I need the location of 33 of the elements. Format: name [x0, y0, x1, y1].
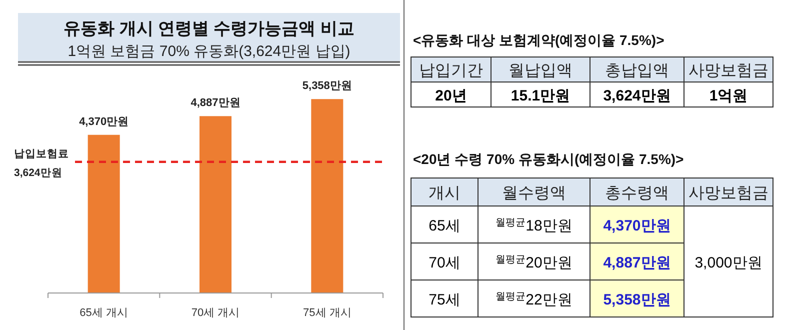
- text: 3,624만원: [603, 88, 671, 104]
- data-label: 4,887만원: [190, 97, 240, 110]
- text: <유동화 대상 보험계약(예정이율 7.5%)>: [413, 32, 664, 48]
- text: 15.1만원: [510, 88, 570, 104]
- text: $^{월평균}$22만원: [496, 291, 572, 308]
- text: $^{월평균}$18만원: [496, 217, 572, 234]
- text: 65세: [428, 218, 460, 234]
- text: <20년 수령 70% 유동화시(예정이율 7.5%)>: [413, 151, 684, 167]
- category-label: 개시: [428, 185, 460, 202]
- x-tick-label: 75세 개시: [303, 307, 352, 319]
- ref-line-label: 납입보험료 3,624만원: [14, 148, 69, 179]
- x-tick-label: 65세 개시: [80, 307, 128, 319]
- chart-title: 유동화 개시 연령별 수령가능금액 비교: [64, 19, 354, 38]
- data-label: 4,370만원: [79, 116, 129, 128]
- category-label: 총납입액: [605, 62, 669, 80]
- category-label: 월수령액: [502, 185, 566, 202]
- text: $^{월평균}$20만원: [496, 254, 572, 272]
- text: 4,370만원: [603, 218, 671, 234]
- text: 3,000만원: [694, 254, 762, 272]
- text: 70세: [428, 254, 460, 272]
- text: 20년: [435, 88, 467, 104]
- category-label: 총수령액: [605, 185, 669, 202]
- text: 75세: [428, 292, 460, 308]
- text: 1억원: [709, 88, 748, 104]
- chart-subtitle: 1억원 보험금 70% 유동화(3,624만원 납입): [68, 43, 350, 60]
- x-tick-label: 70세 개시: [191, 307, 240, 319]
- category-label: 납입기간: [419, 62, 483, 80]
- text: 5,358만원: [603, 292, 671, 308]
- text: 4,887만원: [603, 254, 671, 272]
- category-label: 사망보험금: [688, 62, 768, 80]
- category-label: 월납입액: [508, 62, 572, 80]
- category-label: 사망보험금: [688, 185, 768, 202]
- data-label: 5,358만원: [302, 80, 352, 92]
